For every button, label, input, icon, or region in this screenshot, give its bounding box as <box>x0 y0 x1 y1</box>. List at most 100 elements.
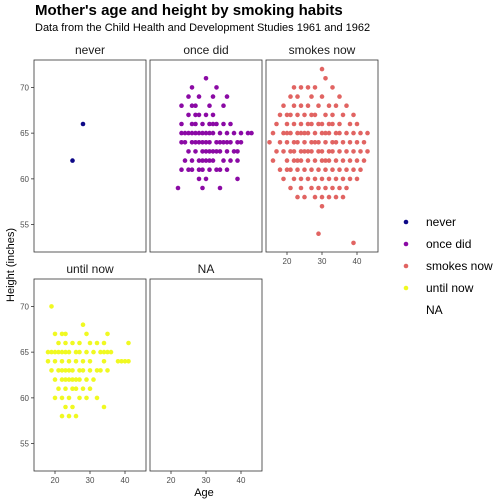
data-point <box>347 121 353 127</box>
data-point <box>284 112 290 118</box>
facet-strip-label: until now <box>66 262 114 276</box>
data-point <box>59 368 65 373</box>
data-point <box>291 176 297 182</box>
panel-border <box>149 59 263 253</box>
data-point <box>337 149 342 154</box>
data-point <box>333 176 339 182</box>
data-point <box>221 158 226 163</box>
data-point <box>224 149 230 154</box>
data-point <box>217 185 223 191</box>
data-point <box>351 240 356 246</box>
facet-strip-label: once did <box>183 43 228 57</box>
data-point <box>340 176 346 182</box>
data-point <box>295 130 300 136</box>
data-point <box>63 368 68 373</box>
data-point <box>323 158 328 163</box>
data-point <box>333 140 339 145</box>
data-point <box>66 413 72 419</box>
legend-label: once did <box>426 237 471 251</box>
data-point <box>200 185 205 191</box>
data-point <box>361 140 367 145</box>
data-point <box>319 194 325 200</box>
data-point <box>319 66 325 72</box>
data-point <box>284 158 290 163</box>
data-point <box>249 130 254 136</box>
data-point <box>91 377 96 382</box>
data-point <box>354 176 360 182</box>
data-point <box>344 167 349 172</box>
y-tick-label: 60 <box>20 175 29 184</box>
data-point <box>333 194 339 200</box>
data-point <box>52 359 58 364</box>
data-point <box>284 167 290 172</box>
data-point <box>189 140 195 145</box>
data-point <box>52 349 58 355</box>
data-point <box>337 94 342 99</box>
data-point <box>87 340 93 346</box>
data-point <box>316 185 321 191</box>
facet-panel-never: never <box>33 43 147 253</box>
data-point <box>291 140 297 145</box>
data-point <box>337 167 342 172</box>
data-point <box>193 140 198 145</box>
data-point <box>101 349 107 355</box>
data-point <box>49 304 54 309</box>
data-point <box>193 130 198 136</box>
data-point <box>323 185 328 191</box>
data-point <box>182 140 188 145</box>
data-point <box>63 340 68 346</box>
data-point <box>56 386 61 392</box>
data-point <box>203 158 209 163</box>
data-point <box>270 130 276 136</box>
data-point <box>235 149 240 154</box>
data-point <box>80 121 86 127</box>
data-point <box>309 140 314 145</box>
data-point <box>217 149 223 154</box>
data-point <box>319 158 325 163</box>
data-point <box>70 386 75 392</box>
data-point <box>309 112 314 118</box>
data-point <box>207 149 212 154</box>
data-point <box>330 185 335 191</box>
x-tick-label: 40 <box>237 476 246 485</box>
data-point <box>224 140 230 145</box>
facet-strip-label: smokes now <box>289 43 356 57</box>
data-point <box>59 349 65 355</box>
data-point <box>196 140 202 145</box>
x-tick-label: 20 <box>283 257 292 266</box>
data-point <box>323 112 328 118</box>
data-point <box>298 149 304 154</box>
data-point <box>105 331 110 337</box>
legend-item: NA <box>426 303 443 317</box>
data-point <box>319 176 325 182</box>
x-tick-label: 20 <box>51 476 60 485</box>
x-tick-label: 30 <box>86 476 95 485</box>
data-point <box>330 85 335 90</box>
data-point <box>210 94 216 99</box>
data-point <box>200 121 205 127</box>
data-point <box>105 349 110 355</box>
data-point <box>77 377 82 382</box>
data-point <box>224 130 230 136</box>
legend-label: NA <box>426 303 443 317</box>
data-point <box>70 404 75 410</box>
data-point <box>316 103 321 108</box>
data-point <box>284 130 290 136</box>
data-point <box>63 404 68 410</box>
data-point <box>179 167 184 172</box>
data-point <box>210 121 216 127</box>
data-point <box>309 167 314 172</box>
data-point <box>309 94 314 99</box>
data-point <box>344 185 349 191</box>
data-point <box>302 194 307 200</box>
legend-label: smokes now <box>426 259 493 273</box>
data-point <box>344 149 349 154</box>
panel-border <box>33 59 147 253</box>
data-point <box>288 185 293 191</box>
y-tick-label: 70 <box>20 302 29 311</box>
data-point <box>358 167 363 172</box>
data-point <box>326 121 332 127</box>
y-tick-label: 65 <box>20 129 29 138</box>
facet-panel-na: NA <box>149 262 263 472</box>
data-point <box>288 94 293 99</box>
